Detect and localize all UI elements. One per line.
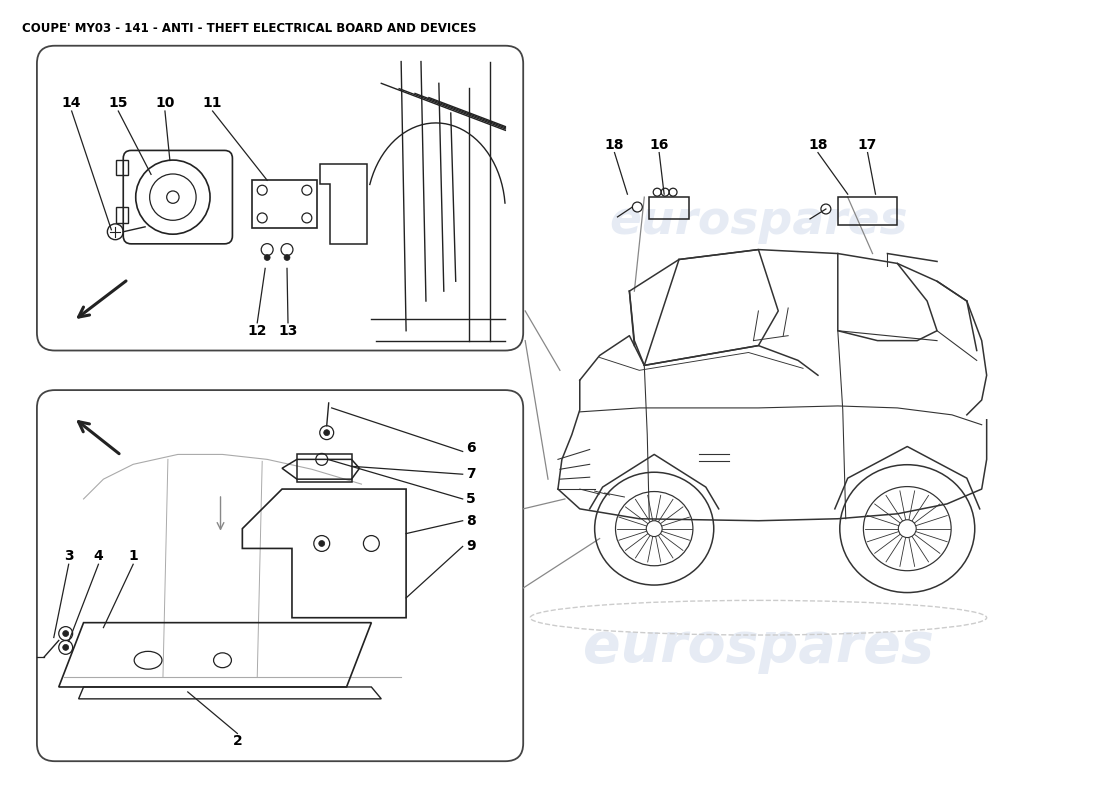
Text: 5: 5	[465, 492, 475, 506]
Text: 15: 15	[109, 96, 128, 110]
Circle shape	[647, 521, 662, 537]
Text: eurospares: eurospares	[88, 551, 317, 586]
Circle shape	[63, 645, 68, 650]
Text: eurospares: eurospares	[609, 199, 908, 244]
Text: 6: 6	[465, 441, 475, 454]
Text: 12: 12	[248, 324, 267, 338]
Bar	[838, 197, 898, 225]
Text: 10: 10	[155, 96, 175, 110]
Text: 17: 17	[858, 138, 878, 152]
Text: 1: 1	[129, 550, 139, 563]
Bar	[252, 180, 317, 228]
Circle shape	[319, 541, 324, 546]
Circle shape	[899, 520, 916, 538]
Text: 18: 18	[605, 138, 625, 152]
Text: 4: 4	[94, 550, 103, 563]
Bar	[649, 197, 689, 219]
Text: 7: 7	[465, 467, 475, 482]
Circle shape	[63, 630, 68, 637]
Text: 2: 2	[232, 734, 242, 749]
Text: eurospares: eurospares	[88, 180, 317, 214]
FancyBboxPatch shape	[37, 46, 524, 350]
Text: 16: 16	[649, 138, 669, 152]
Text: COUPE' MY03 - 141 - ANTI - THEFT ELECTRICAL BOARD AND DEVICES: COUPE' MY03 - 141 - ANTI - THEFT ELECTRI…	[22, 22, 476, 35]
FancyBboxPatch shape	[37, 390, 524, 761]
Bar	[117, 207, 129, 223]
Bar	[297, 454, 352, 482]
Text: 8: 8	[465, 514, 475, 528]
Text: 3: 3	[64, 550, 74, 563]
Text: 13: 13	[278, 324, 298, 338]
Text: 18: 18	[808, 138, 827, 152]
Text: eurospares: eurospares	[583, 620, 934, 674]
FancyBboxPatch shape	[123, 150, 232, 244]
Text: 9: 9	[465, 539, 475, 554]
Circle shape	[264, 254, 271, 261]
Text: 11: 11	[202, 96, 222, 110]
Circle shape	[284, 254, 290, 261]
Bar	[117, 159, 129, 175]
Circle shape	[323, 430, 330, 436]
Text: 14: 14	[62, 96, 81, 110]
